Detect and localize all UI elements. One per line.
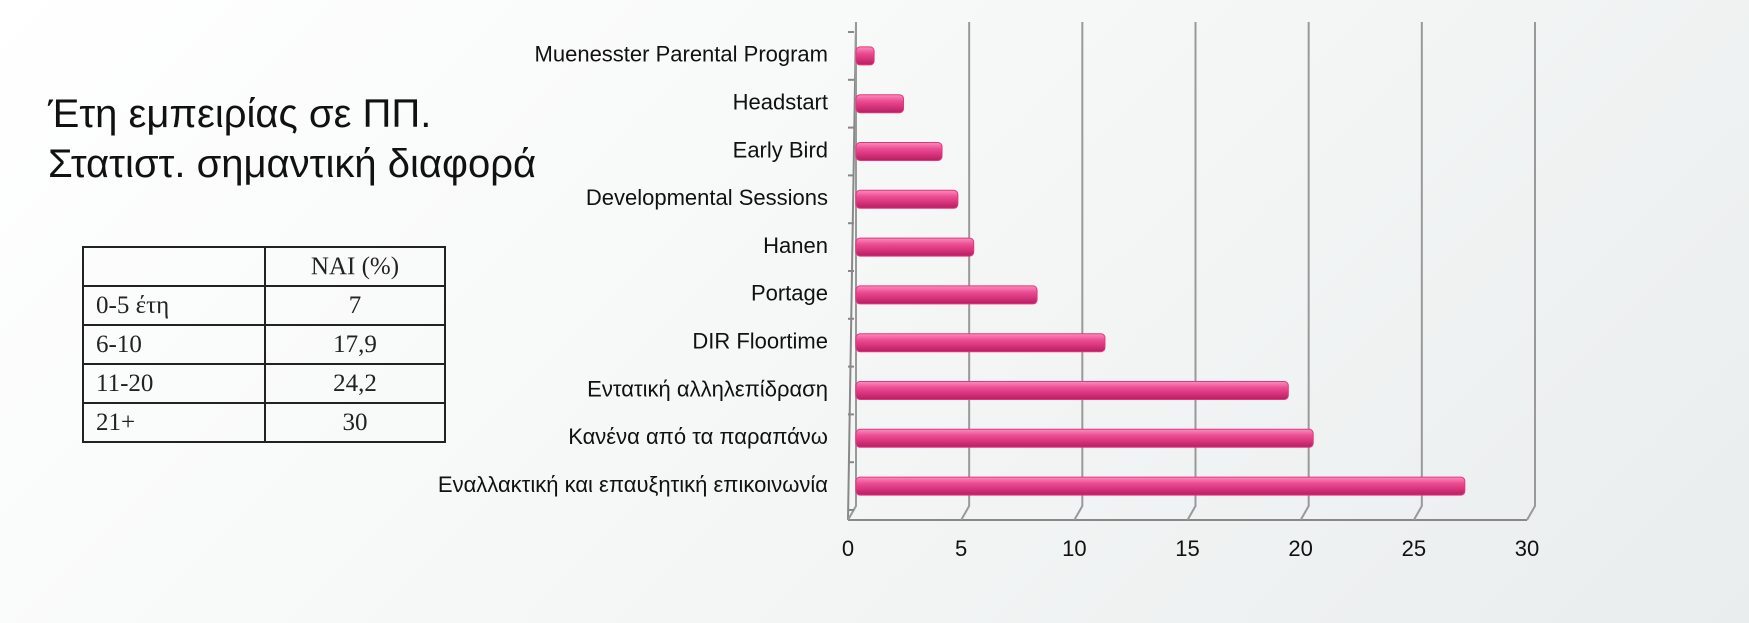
bar	[855, 476, 1466, 496]
bar	[855, 285, 1038, 305]
table-cell: ΝΑΙ (%)	[264, 246, 446, 287]
grid-line	[1299, 22, 1310, 521]
bar	[855, 428, 1314, 448]
y-tick-label: Developmental Sessions	[586, 185, 828, 210]
table-cell: 17,9	[264, 324, 446, 365]
grid-line	[1526, 22, 1536, 521]
bar	[855, 142, 943, 161]
table-cell: 24,2	[264, 363, 446, 404]
table-row: ΝΑΙ (%)	[82, 246, 446, 287]
bar	[855, 189, 959, 209]
y-tick-label: Hanen	[763, 233, 828, 258]
grid-line	[960, 22, 971, 521]
slide-title: Στατιστ. σημαντική διαφορά	[48, 142, 537, 186]
table-cell: 6-10	[82, 324, 266, 365]
y-tick-label: Early Bird	[733, 137, 828, 162]
y-tick-label: Κανένα από τα παραπάνω	[568, 424, 828, 449]
bar	[855, 46, 875, 66]
y-tick-label: Headstart	[733, 90, 828, 115]
y-tick-label: Εναλλακτική και επαυξητική επικοινωνία	[438, 472, 828, 497]
table-row: 11-20 24,2	[82, 363, 446, 404]
x-tick-label: 25	[1402, 536, 1426, 561]
table-row: 21+ 30	[82, 402, 446, 443]
x-tick-label: 0	[842, 536, 854, 561]
y-tick-label: DIR Floortime	[692, 329, 828, 354]
table-cell: 0-5 έτη	[82, 285, 266, 326]
table: ΝΑΙ (%) 0-5 έτη 7 6-10 17,9 11-20 24,2 21+ 3…	[82, 246, 446, 443]
table-row: 0-5 έτη 7	[82, 285, 446, 326]
y-tick-label: Muenesster Parental Program	[535, 42, 828, 67]
grid-line	[1186, 22, 1197, 521]
grid-line	[1073, 22, 1084, 521]
x-tick-label: 15	[1175, 536, 1199, 561]
x-tick-label: 20	[1288, 536, 1312, 561]
bar	[855, 333, 1106, 353]
x-tick-label: 5	[955, 536, 967, 561]
grid-line	[847, 22, 857, 521]
x-tick-label: 10	[1062, 536, 1086, 561]
table-cell: 21+	[82, 402, 266, 443]
x-tick-label: 30	[1515, 536, 1539, 561]
grid-line	[1412, 22, 1423, 521]
slide-title: Έτη εμπειρίας σε ΠΠ.	[48, 92, 432, 136]
table-cell: 7	[264, 285, 446, 326]
y-tick-label: Εντατική αλληλεπίδραση	[587, 376, 828, 401]
bar	[855, 381, 1289, 400]
bar	[855, 94, 905, 114]
table-cell: 30	[264, 402, 446, 443]
table-cell: 11-20	[82, 363, 266, 404]
bar	[855, 237, 975, 257]
table-cell	[82, 246, 266, 287]
table-row: 6-10 17,9	[82, 324, 446, 365]
y-tick-label: Portage	[751, 281, 828, 306]
